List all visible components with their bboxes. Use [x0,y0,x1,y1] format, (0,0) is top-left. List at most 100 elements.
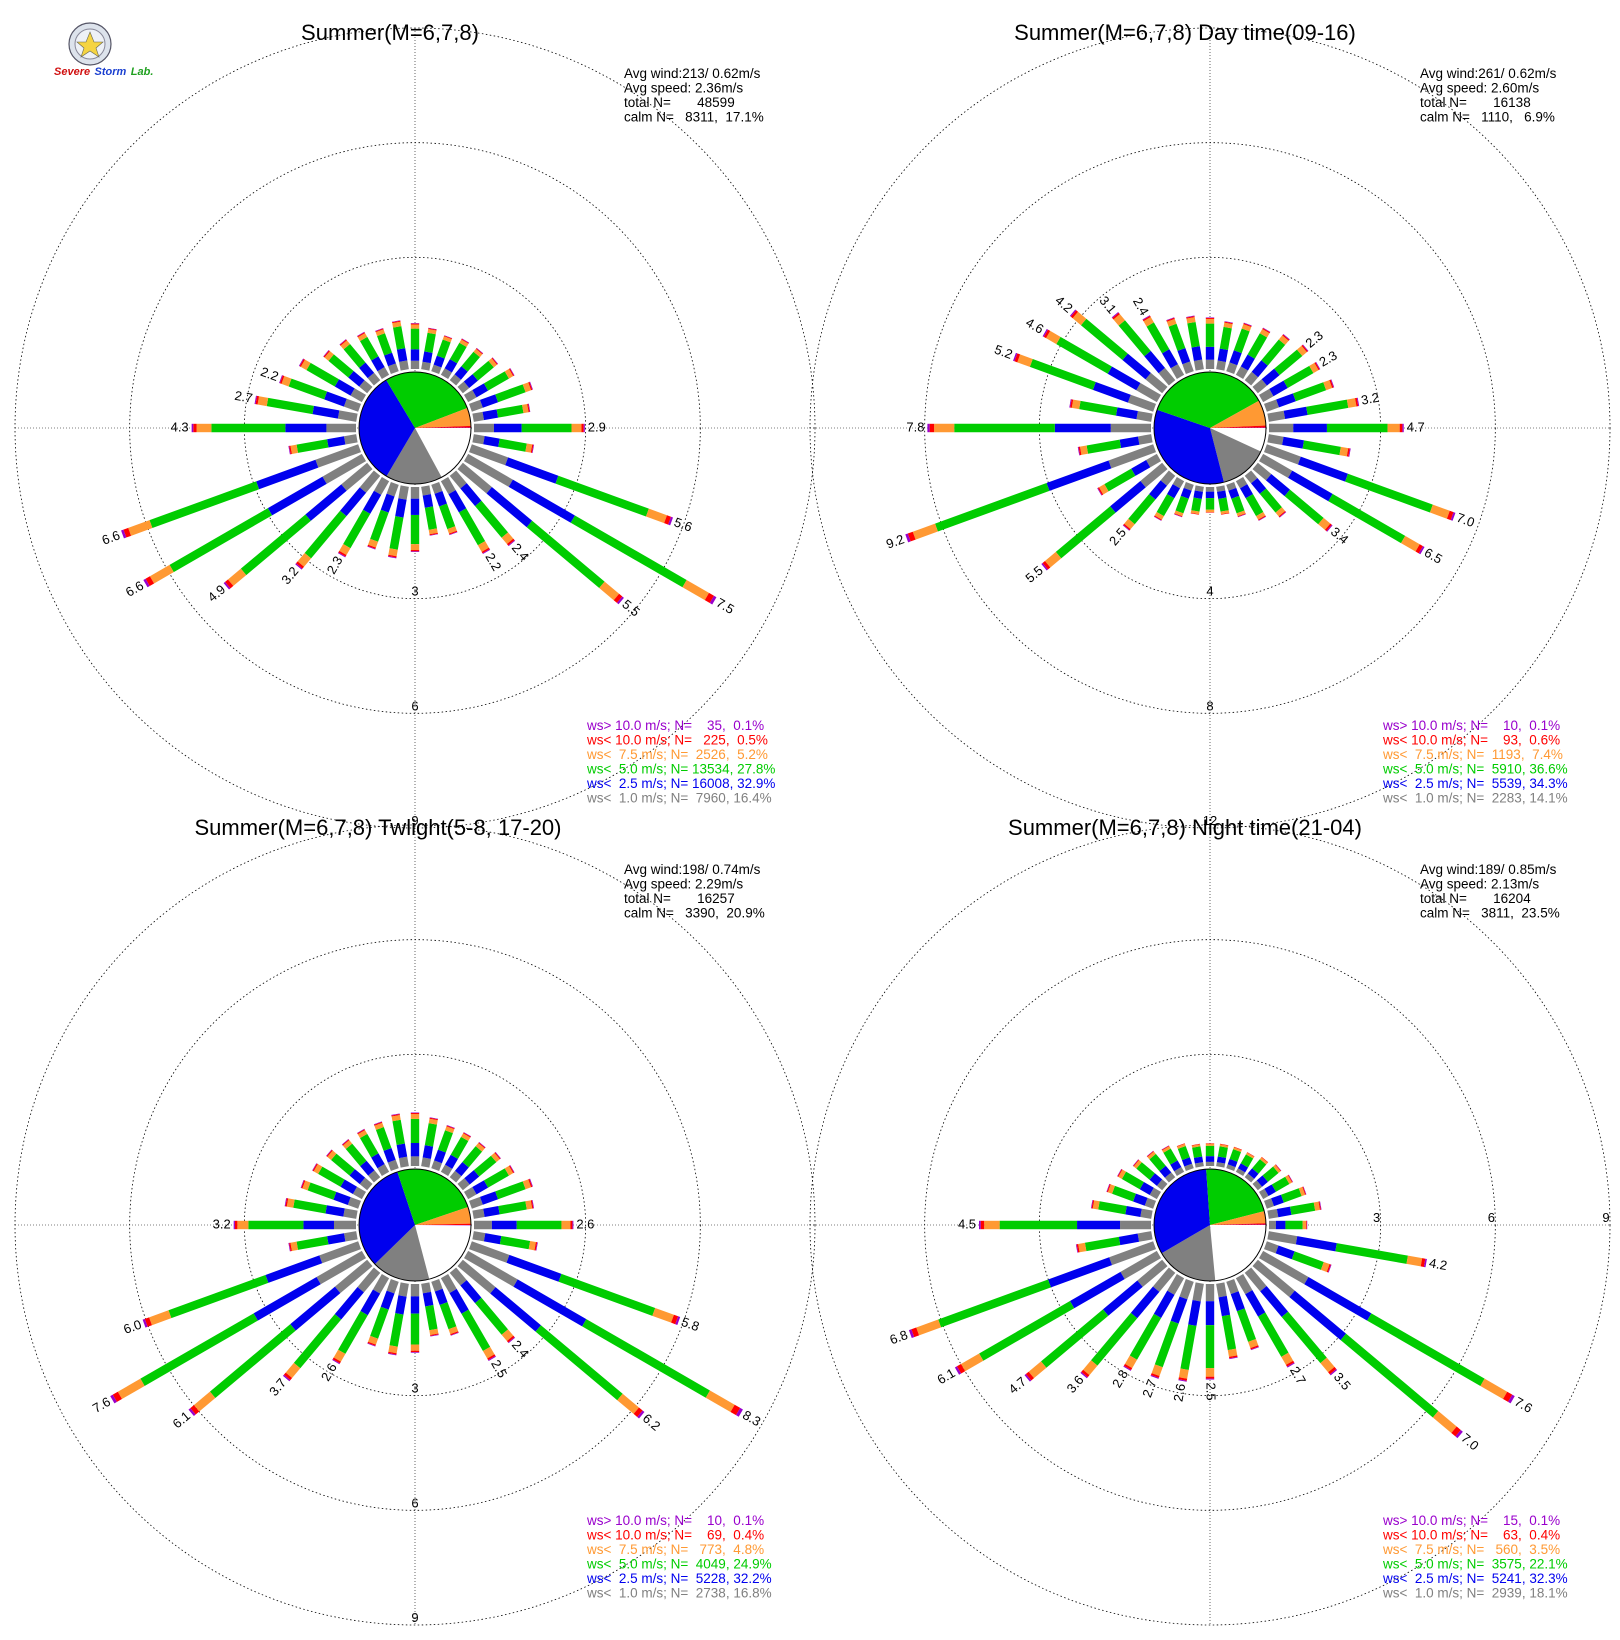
bar-segment [1243,322,1252,326]
bar-segment [1226,1164,1236,1171]
bar-segment [1286,1362,1295,1368]
bar-segment [493,423,522,433]
bar-segment [483,1206,500,1217]
bar-segment [1283,333,1290,340]
bar-segment [1291,1251,1324,1270]
bar-segment [1275,1164,1282,1172]
bar-segment [509,1165,515,1173]
panel-title: Summer(M=6,7,8) Twlight(5-8, 17-20) [194,815,561,840]
bar-segment [935,483,1050,532]
bar-segment [1028,1361,1047,1379]
pie-slice [415,408,471,428]
direction-bar [1216,321,1233,371]
bar-segment [388,1353,397,1356]
direction-bar [233,1220,356,1230]
bar-segment [301,1180,306,1189]
bar-segment [1117,1168,1122,1177]
bar-segment [1330,379,1335,388]
bar-segment [1264,1241,1279,1254]
legend-entry: ws< 1.0 m/s; N= 7960, 16.4% [586,791,772,806]
bar-segment [527,403,530,413]
bar-segment [1180,487,1192,499]
bar-segment [1250,1346,1259,1351]
bar-segment [1083,1360,1098,1376]
bar-segment [1297,456,1348,482]
bar-segment [1113,314,1126,326]
bar-segment [1029,359,1096,390]
bar-segment [340,1179,358,1194]
direction-bar [979,1220,1151,1230]
bar-segment [929,423,935,433]
bar-segment [368,1170,381,1183]
bar-value-label: 6.5 [1422,545,1445,567]
bar-segment [1084,1236,1121,1252]
direction-bar [1244,333,1290,386]
bar-segment [1420,1258,1426,1267]
bar-segment [1167,484,1181,499]
bar-segment [449,1288,469,1314]
legend-entry: ws< 7.5 m/s; N= 2526, 5.2% [586,747,768,762]
bar-segment [1133,1193,1148,1206]
pie-outline [1153,371,1267,485]
bar-segment [1041,563,1048,571]
bar-segment [473,348,483,358]
bar-segment [1193,359,1204,371]
bar-segment [1072,311,1087,326]
bar-segment [211,423,286,433]
bar-segment [1118,1169,1127,1179]
bar-segment [1335,1243,1408,1264]
bar-segment [1140,1208,1153,1219]
legend-entry: ws< 1.0 m/s; N= 2283, 14.1% [1382,791,1568,806]
direction-bar [1216,485,1230,515]
bar-segment [1142,315,1151,321]
bar-segment [613,593,623,603]
bar-segment [1191,1144,1201,1148]
bar-segment [531,444,535,454]
bar-segment [911,1327,920,1338]
bar-segment [1303,1186,1307,1195]
bar-segment [285,423,327,433]
bar-segment [1190,510,1200,515]
bar-segment [1130,1286,1160,1319]
bar-value-label: 2.2 [482,550,504,573]
bar-segment [1146,1151,1154,1157]
bar-segment [1205,359,1215,369]
stat-line: total N= 16138 [1420,95,1531,110]
bar-segment [1166,318,1177,327]
bar-segment [1097,487,1103,496]
bar-segment [1077,446,1080,456]
bar-segment [234,1220,238,1230]
direction-bar [1267,397,1360,422]
bar-segment [1192,1146,1203,1158]
bar-segment [410,1113,420,1115]
bar-segment [1252,1259,1295,1298]
direction-bar [1269,423,1404,433]
logo-line3: Lab. [130,66,154,78]
bar-segment [434,1288,448,1306]
bar-value-label: 7.6 [90,1394,113,1416]
bar-segment [513,1279,587,1327]
bar-value-label: 4.7 [1407,419,1425,434]
bar-segment [1296,345,1307,356]
bar-segment [521,423,572,433]
stat-line: Avg wind:198/ 0.74m/s [624,862,761,877]
direction-bar [1178,1282,1204,1382]
bar-segment [980,1220,985,1230]
bar-segment [284,1198,287,1207]
bar-segment [352,1186,367,1200]
bar-segment [1314,362,1320,371]
bar-segment [472,383,489,398]
bar-segment [472,434,485,445]
direction-bar [1244,470,1287,518]
bar-segment [1258,1188,1269,1200]
bar-segment [380,1290,395,1310]
bar-segment [367,1341,376,1346]
bar-segment [704,592,714,604]
bar-segment [1261,339,1286,366]
bar-segment [283,1372,293,1381]
bar-segment [457,462,492,494]
bar-segment [343,1208,358,1219]
bar-segment [434,1149,446,1164]
bar-segment [1194,1162,1204,1168]
bar-segment [455,1161,469,1177]
